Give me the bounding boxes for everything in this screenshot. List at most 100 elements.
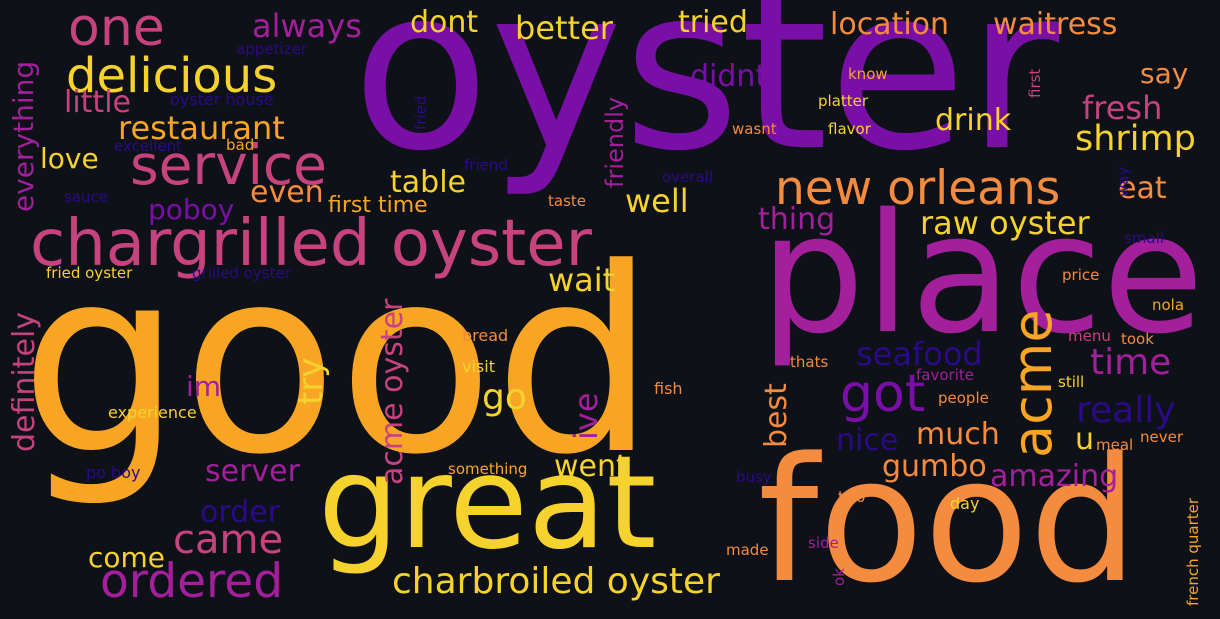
word-great: great: [318, 429, 657, 578]
word-table: table: [390, 165, 466, 200]
word-shrimp: shrimp: [1075, 119, 1196, 159]
word-u: u: [1075, 422, 1095, 457]
word-excellent: excellent: [114, 137, 183, 155]
word-definitely: definitely: [7, 311, 42, 452]
word-best: best: [759, 383, 794, 448]
word-day: day: [950, 494, 980, 513]
word-friend: friend: [464, 156, 508, 174]
word-go: go: [482, 377, 527, 418]
word-grilled-oyster: grilled oyster: [192, 264, 291, 282]
word-fried: fried: [412, 95, 430, 130]
word-went: went: [554, 449, 628, 484]
word-wasnt: wasnt: [732, 120, 777, 138]
word-busy: busy: [736, 468, 772, 486]
word-never: never: [1140, 428, 1184, 446]
word-flavor: flavor: [828, 120, 871, 138]
word-platter: platter: [818, 92, 869, 110]
word-come: come: [88, 541, 166, 574]
word-people: people: [938, 389, 989, 407]
word-well: well: [625, 182, 689, 220]
word-location: location: [830, 7, 950, 42]
word-oyster: oyster: [352, 0, 1060, 201]
word-dont: dont: [410, 5, 479, 40]
word-charbroiled-oyster: charbroiled oyster: [392, 561, 720, 602]
word-overall: overall: [662, 168, 713, 186]
word-time: time: [1090, 342, 1172, 383]
word-waitress: waitress: [993, 7, 1118, 42]
word-got: got: [840, 364, 926, 424]
word-one: one: [68, 0, 165, 58]
word-two: two: [838, 488, 866, 506]
word-experience: experience: [108, 403, 197, 422]
word-sauce: sauce: [64, 188, 108, 206]
word-french-quarter: french quarter: [1184, 497, 1202, 606]
word-came: came: [173, 517, 284, 563]
word-place: place: [760, 178, 1204, 370]
word-chargrilled-oyster: chargrilled oyster: [30, 207, 592, 281]
word-acme: acme: [1001, 309, 1064, 458]
word-took: took: [1121, 330, 1154, 348]
word-new-orleans: new orleans: [775, 161, 1061, 216]
word-po-boy: po boy: [86, 463, 141, 482]
word-always: always: [252, 7, 362, 45]
word-delicious: delicious: [66, 48, 278, 104]
word-amazing: amazing: [990, 459, 1119, 494]
word-try: try: [291, 357, 331, 405]
word-eat: eat: [1118, 171, 1167, 206]
word-menu: menu: [1068, 327, 1111, 345]
word-still: still: [1058, 373, 1085, 391]
word-tried: tried: [678, 5, 748, 40]
word-raw-oyster: raw oyster: [920, 204, 1090, 242]
word-appetizer: appetizer: [236, 40, 307, 58]
word-server: server: [205, 454, 300, 489]
word-thing: thing: [758, 202, 836, 237]
word-bad: bad: [226, 136, 255, 154]
word-small: small: [1124, 229, 1164, 247]
word-didnt: didnt: [690, 59, 768, 94]
word-ordered: ordered: [100, 554, 284, 609]
word-meal: meal: [1096, 436, 1134, 454]
word-better: better: [515, 9, 613, 47]
word-something: something: [448, 460, 528, 478]
word-made: made: [726, 541, 769, 559]
word-oyster-house: oyster house: [170, 90, 274, 109]
word-wait: wait: [548, 261, 616, 299]
word-taste: taste: [548, 192, 586, 210]
word-gumbo: gumbo: [882, 449, 987, 484]
word-ok: ok: [830, 568, 848, 586]
word-fried-oyster: fried oyster: [46, 264, 133, 282]
word-love: love: [40, 142, 99, 175]
word-fresh: fresh: [1082, 89, 1163, 127]
word-know: know: [848, 65, 888, 83]
word-acme-oyster: acme oyster: [375, 298, 410, 485]
word-good: good: [20, 214, 656, 511]
word-side: side: [808, 534, 839, 552]
word-way: way: [1114, 166, 1132, 197]
word-bread: bread: [462, 326, 509, 345]
word-favorite: favorite: [916, 366, 974, 384]
word-much: much: [916, 417, 1000, 452]
word-ive: ive: [567, 392, 605, 440]
word-nice: nice: [836, 423, 899, 458]
word-restaurant: restaurant: [118, 109, 285, 147]
word-visit: visit: [462, 357, 495, 376]
word-say: say: [1140, 57, 1189, 90]
word-everything: everything: [7, 60, 40, 212]
word-first-time: first time: [328, 193, 428, 218]
word-thats: thats: [790, 353, 829, 371]
word-fish: fish: [654, 379, 683, 398]
word-im: im: [186, 370, 222, 403]
word-even: even: [250, 175, 324, 210]
word-nola: nola: [1152, 296, 1185, 314]
word-price: price: [1062, 266, 1100, 284]
word-poboy: poboy: [148, 193, 235, 226]
word-friendly: friendly: [601, 96, 629, 188]
word-food: food: [758, 420, 1139, 619]
word-little: little: [64, 85, 131, 120]
word-drink: drink: [935, 103, 1012, 138]
word-first: first: [1026, 68, 1044, 98]
word-order: order: [200, 495, 280, 530]
word-service: service: [130, 133, 328, 197]
word-really: really: [1076, 390, 1176, 431]
